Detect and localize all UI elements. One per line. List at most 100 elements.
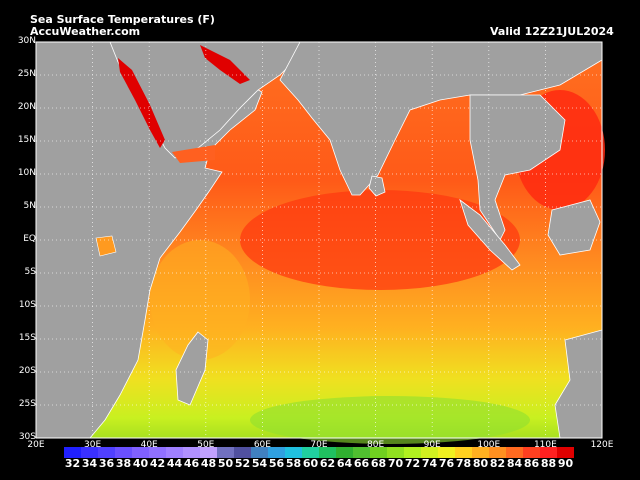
color-scale-label: 82 — [489, 457, 506, 470]
color-scale-swatch — [404, 447, 421, 458]
madagascar-landmass — [175, 331, 209, 406]
color-scale-label: 60 — [302, 457, 319, 470]
color-scale-label: 68 — [370, 457, 387, 470]
color-scale-label: 80 — [472, 457, 489, 470]
color-scale-label: 32 — [64, 457, 81, 470]
longitude-label: 50E — [197, 440, 215, 450]
red-sea — [118, 58, 165, 148]
color-scale-swatch — [302, 447, 319, 458]
cool-patch — [250, 396, 530, 444]
color-scale-swatch — [336, 447, 353, 458]
color-scale-label: 62 — [319, 457, 336, 470]
color-scale-swatch — [183, 447, 200, 458]
color-scale-label: 64 — [336, 457, 353, 470]
latitude-label: 25N — [17, 69, 36, 79]
longitude-label: 20E — [27, 440, 45, 450]
latitude-label: 10S — [18, 300, 36, 310]
color-scale-swatch — [268, 447, 285, 458]
color-scale-label: 72 — [404, 457, 421, 470]
color-scale-swatch — [489, 447, 506, 458]
color-scale-swatch — [81, 447, 98, 458]
color-scale-swatch — [98, 447, 115, 458]
latitude-label: 30N — [17, 36, 36, 46]
color-scale-swatch — [506, 447, 523, 458]
color-scale-swatch — [540, 447, 557, 458]
color-scale-swatch — [421, 447, 438, 458]
longitude-label: 60E — [253, 440, 271, 450]
color-scale-swatch — [217, 447, 234, 458]
color-scale-swatch — [132, 447, 149, 458]
color-scale-label: 70 — [387, 457, 404, 470]
longitude-label: 40E — [140, 440, 158, 450]
color-scale-swatch — [115, 447, 132, 458]
color-scale-label: 74 — [421, 457, 438, 470]
longitude-label: 110E — [533, 440, 557, 450]
asia-landmass — [279, 41, 603, 196]
longitude-label: 90E — [423, 440, 441, 450]
color-scale-swatch — [319, 447, 336, 458]
color-scale-swatch — [353, 447, 370, 458]
latitude-label: 5N — [23, 201, 36, 211]
persian-gulf — [200, 45, 250, 84]
latitude-label: EQ — [23, 234, 36, 244]
longitude-label: 30E — [84, 440, 102, 450]
color-scale-swatch — [370, 447, 387, 458]
color-scale-label: 66 — [353, 457, 370, 470]
latitude-label: 20N — [17, 102, 36, 112]
cool-patch — [150, 240, 250, 360]
color-scale-label: 50 — [217, 457, 234, 470]
color-scale-label: 54 — [251, 457, 268, 470]
color-scale-swatch — [234, 447, 251, 458]
color-scale-swatch — [251, 447, 268, 458]
color-scale-label: 36 — [98, 457, 115, 470]
longitude-label: 100E — [477, 440, 501, 450]
longitude-label: 120E — [590, 440, 614, 450]
sumatra-landmass — [459, 198, 521, 271]
color-scale-swatch — [387, 447, 404, 458]
map-title: Sea Surface Temperatures (F) — [30, 13, 215, 26]
color-scale-label: 48 — [200, 457, 217, 470]
color-scale-label: 84 — [506, 457, 523, 470]
latitude-label: 25S — [18, 399, 36, 409]
latitude-label: 20S — [18, 366, 36, 376]
color-scale-swatch — [438, 447, 455, 458]
valid-time: Valid 12Z21JUL2024 — [490, 25, 614, 38]
longitude-label: 70E — [310, 440, 328, 450]
source-credit: AccuWeather.com — [30, 25, 141, 38]
lake-victoria — [95, 235, 117, 257]
map-frame — [35, 41, 603, 439]
color-scale-label: 78 — [455, 457, 472, 470]
latitude-label: 30S — [18, 432, 36, 442]
color-scale-bar — [64, 447, 574, 458]
latitude-label: 15N — [17, 135, 36, 145]
color-scale-label: 90 — [557, 457, 574, 470]
color-scale-label: 44 — [166, 457, 183, 470]
srilanka-landmass — [368, 175, 386, 197]
latitude-label: 10N — [17, 168, 36, 178]
gulf-of-aden — [172, 145, 215, 163]
latitude-label: 5S — [24, 267, 36, 277]
color-scale-label: 42 — [149, 457, 166, 470]
color-scale-swatch — [455, 447, 472, 458]
color-scale-label: 76 — [438, 457, 455, 470]
latitude-label: 15S — [18, 333, 36, 343]
color-scale-swatch — [557, 447, 574, 458]
color-scale-label: 40 — [132, 457, 149, 470]
indochina-landmass — [469, 94, 566, 241]
color-scale-label: 46 — [183, 457, 200, 470]
longitude-label: 80E — [367, 440, 385, 450]
color-scale-label: 56 — [268, 457, 285, 470]
color-scale-label: 86 — [523, 457, 540, 470]
color-scale-swatch — [64, 447, 81, 458]
color-scale-swatch — [166, 447, 183, 458]
color-scale-swatch — [200, 447, 217, 458]
borneo-landmass — [547, 199, 601, 256]
color-scale-swatch — [523, 447, 540, 458]
color-scale-label: 88 — [540, 457, 557, 470]
color-scale-label: 52 — [234, 457, 251, 470]
color-scale-swatch — [285, 447, 302, 458]
color-scale-label: 38 — [115, 457, 132, 470]
color-scale-label: 58 — [285, 457, 302, 470]
color-scale-swatch — [472, 447, 489, 458]
